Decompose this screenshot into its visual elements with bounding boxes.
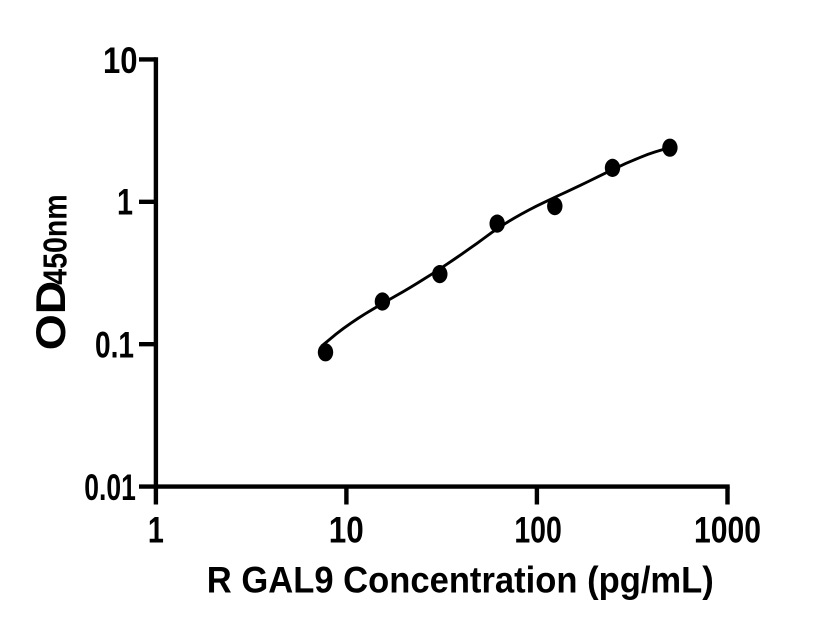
svg-text:1: 1	[148, 510, 164, 551]
svg-text:100: 100	[514, 510, 562, 551]
svg-text:450nm: 450nm	[36, 194, 73, 285]
svg-text:1000: 1000	[694, 510, 761, 551]
svg-text:R GAL9 Concentration (pg/mL): R GAL9 Concentration (pg/mL)	[207, 560, 714, 601]
svg-text:10: 10	[103, 40, 138, 81]
svg-text:OD: OD	[27, 281, 74, 351]
svg-text:1: 1	[117, 181, 133, 222]
svg-text:0.01: 0.01	[84, 467, 136, 508]
svg-text:10: 10	[329, 510, 364, 551]
svg-text:0.1: 0.1	[95, 325, 134, 366]
